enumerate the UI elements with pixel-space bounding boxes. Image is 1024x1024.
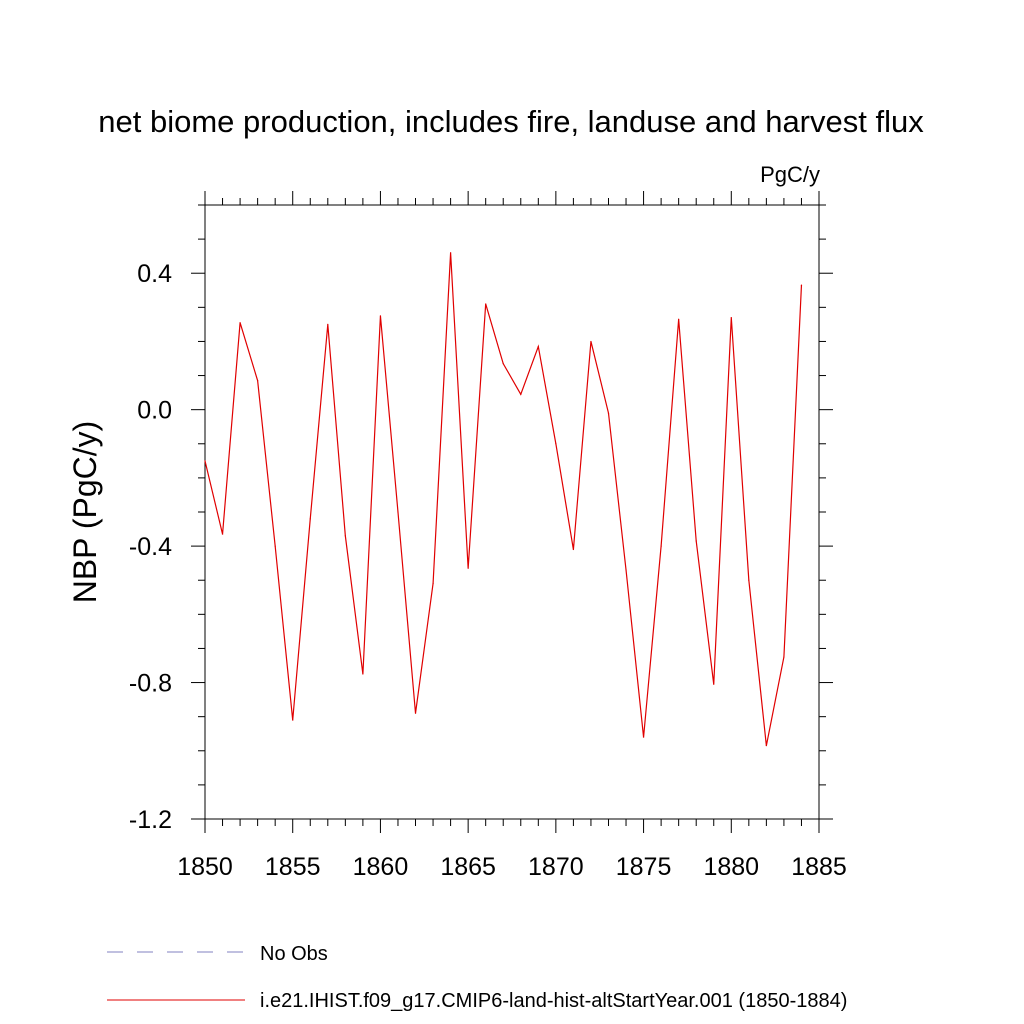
plot-frame	[204, 204, 820, 820]
data-point	[713, 683, 715, 685]
x-tick-label: 1885	[791, 853, 847, 881]
x-tick-label: 1850	[177, 853, 233, 881]
y-tick-label: -1.2	[129, 806, 172, 834]
data-point	[695, 540, 697, 542]
data-point	[309, 518, 311, 520]
x-tick-label: 1855	[265, 853, 321, 881]
data-point	[660, 545, 662, 547]
data-point	[450, 252, 452, 254]
data-point	[257, 380, 259, 382]
units-label: PgC/y	[760, 162, 820, 187]
data-point	[625, 569, 627, 571]
y-tick-label: -0.8	[129, 670, 172, 698]
data-point	[327, 323, 329, 325]
x-tick-labels: 1850 1855 1860 1865 1870 1875 1880 1885	[177, 853, 847, 881]
data-point	[537, 345, 539, 348]
data-point	[572, 548, 575, 551]
axis-ticks	[191, 191, 833, 833]
data-point	[590, 340, 592, 343]
series-layer	[204, 252, 803, 747]
y-tick-label: 0.0	[137, 397, 172, 425]
data-point	[678, 318, 680, 320]
data-point	[344, 535, 346, 537]
data-point	[362, 673, 364, 675]
legend-label-no-obs: No Obs	[260, 943, 328, 965]
data-point	[379, 315, 382, 317]
x-tick-label: 1865	[440, 853, 496, 881]
data-point	[607, 412, 610, 414]
series-line	[204, 252, 803, 746]
data-point	[730, 316, 732, 319]
legend-label-model-run: i.e21.IHIST.f09_g17.CMIP6-land-hist-altS…	[260, 990, 847, 1012]
data-point	[783, 656, 785, 658]
x-tick-label: 1860	[353, 853, 409, 881]
x-tick-label: 1880	[703, 853, 759, 881]
y-tick-label: -0.4	[129, 533, 172, 561]
y-axis-label: NBP (PgC/y)	[67, 421, 103, 604]
data-point	[485, 303, 487, 305]
legend: No Obs i.e21.IHIST.f09_g17.CMIP6-land-hi…	[107, 943, 847, 1012]
data-point	[274, 545, 276, 547]
data-point	[292, 719, 294, 721]
data-point	[467, 567, 469, 569]
data-point	[397, 511, 399, 513]
data-point	[642, 736, 645, 738]
data-point	[204, 460, 206, 462]
x-tick-label: 1875	[616, 853, 672, 881]
data-point	[239, 322, 241, 324]
data-point	[555, 443, 557, 445]
data-point	[765, 745, 767, 747]
data-point	[432, 583, 434, 585]
data-point	[520, 393, 522, 395]
data-point	[221, 533, 224, 535]
data-point	[748, 579, 750, 581]
data-point	[414, 712, 417, 714]
y-tick-label: 0.4	[137, 260, 172, 288]
y-tick-labels: -1.2 -0.8 -0.4 0.0 0.4	[129, 260, 172, 834]
data-point	[800, 284, 803, 286]
data-point	[502, 363, 504, 365]
chart-title: net biome production, includes fire, lan…	[98, 104, 924, 139]
x-tick-label: 1870	[528, 853, 584, 881]
